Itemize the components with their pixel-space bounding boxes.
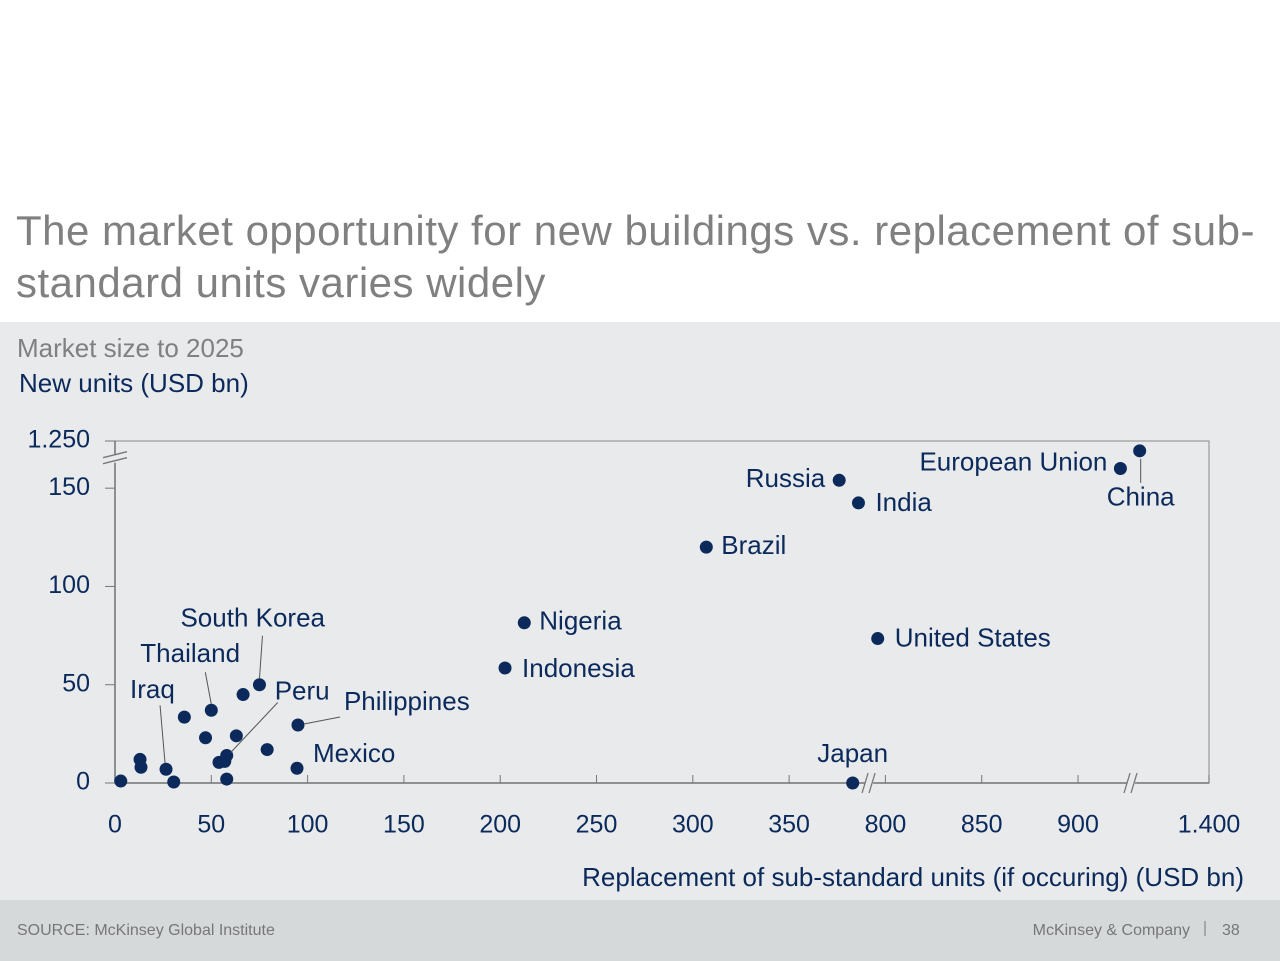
x-axis-label: Replacement of sub-standard units (if oc… bbox=[582, 862, 1244, 892]
point bbox=[252, 678, 266, 692]
point-label: Philippines bbox=[344, 686, 470, 716]
point-label: India bbox=[875, 487, 932, 517]
x-break-mark bbox=[1130, 772, 1138, 794]
point bbox=[517, 616, 531, 630]
x-tick-label: 250 bbox=[576, 811, 618, 839]
point-label: European Union bbox=[919, 446, 1107, 476]
point bbox=[229, 729, 243, 743]
point bbox=[199, 731, 213, 745]
header-bg bbox=[0, 0, 1280, 322]
point bbox=[851, 496, 865, 510]
y-break-gap bbox=[103, 454, 127, 463]
point bbox=[1113, 462, 1127, 476]
x-tick-label: 1.400 bbox=[1178, 811, 1241, 839]
point bbox=[1133, 444, 1147, 458]
footer-bg bbox=[0, 900, 1280, 961]
x-tick-label: 850 bbox=[961, 811, 1003, 839]
point-label: China bbox=[1107, 482, 1175, 512]
point bbox=[177, 710, 191, 724]
subtitle: Market size to 2025 bbox=[17, 333, 244, 363]
point-label: South Korea bbox=[180, 603, 325, 633]
point-label: United States bbox=[895, 622, 1051, 652]
y-tick-label: 0 bbox=[76, 768, 90, 796]
x-break-gap bbox=[865, 773, 874, 793]
y-tick-label: 150 bbox=[48, 473, 90, 501]
point bbox=[159, 762, 173, 776]
point-label: Thailand bbox=[140, 638, 240, 668]
y-break-mark bbox=[102, 457, 128, 465]
point-label: Iraq bbox=[130, 674, 175, 704]
x-tick-label: 150 bbox=[383, 811, 425, 839]
title-box: The market opportunity for new buildings… bbox=[16, 207, 1255, 306]
point bbox=[114, 774, 128, 788]
point bbox=[699, 540, 713, 554]
y-axis-label: New units (USD bn) bbox=[19, 368, 249, 398]
point-label: Brazil bbox=[721, 530, 786, 560]
title: The market opportunity for new buildings… bbox=[16, 207, 1255, 306]
point bbox=[871, 632, 885, 646]
point bbox=[832, 473, 846, 487]
y-tick-label: 50 bbox=[62, 669, 90, 697]
point bbox=[236, 688, 250, 702]
x-tick-label: 50 bbox=[197, 811, 225, 839]
x-tick-label: 900 bbox=[1057, 811, 1099, 839]
point-label: Mexico bbox=[313, 738, 395, 768]
point bbox=[220, 748, 234, 762]
page-number: 38 bbox=[1222, 922, 1240, 939]
point-label: Nigeria bbox=[539, 606, 622, 636]
x-break-mark bbox=[1123, 772, 1131, 794]
point bbox=[220, 772, 234, 786]
y-break-mark bbox=[102, 451, 128, 459]
point bbox=[498, 661, 512, 675]
point bbox=[846, 776, 860, 790]
x-break-gap bbox=[1127, 773, 1136, 793]
point-label: Indonesia bbox=[522, 653, 635, 683]
point bbox=[290, 761, 304, 775]
point bbox=[260, 743, 274, 757]
x-tick-label: 350 bbox=[768, 811, 810, 839]
point bbox=[291, 718, 305, 732]
x-break-mark bbox=[868, 772, 876, 794]
point-label: Russia bbox=[746, 463, 826, 493]
point bbox=[204, 703, 218, 717]
leader-line bbox=[258, 635, 263, 679]
leader-line bbox=[303, 716, 341, 725]
point bbox=[167, 775, 181, 789]
chart-bg bbox=[0, 322, 1280, 900]
leader-line bbox=[159, 705, 166, 764]
company: McKinsey & Company bbox=[1033, 922, 1190, 939]
point bbox=[134, 760, 148, 774]
y-tick-label: 1.250 bbox=[27, 426, 90, 454]
leader-line bbox=[204, 672, 212, 705]
x-tick-label: 0 bbox=[108, 811, 122, 839]
x-tick-label: 800 bbox=[865, 811, 907, 839]
x-break-mark bbox=[861, 772, 869, 794]
leader-line bbox=[230, 702, 279, 753]
x-tick-label: 100 bbox=[287, 811, 329, 839]
point-label: Peru bbox=[275, 675, 330, 705]
x-tick-label: 300 bbox=[672, 811, 714, 839]
x-tick-label: 200 bbox=[479, 811, 521, 839]
point-label: Japan bbox=[817, 738, 888, 768]
source: SOURCE: McKinsey Global Institute bbox=[17, 922, 275, 939]
y-tick-label: 100 bbox=[48, 571, 90, 599]
